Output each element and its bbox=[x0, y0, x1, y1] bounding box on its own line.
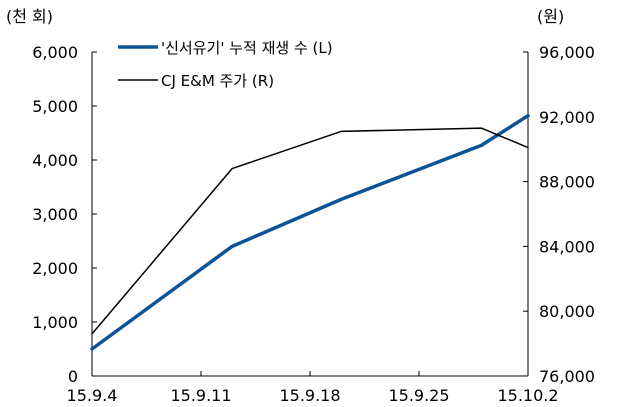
right-tick-label: 76,000 bbox=[539, 367, 595, 386]
left-tick-label: 5,000 bbox=[32, 97, 78, 116]
series-line-cumulative-views bbox=[90, 113, 530, 351]
right-axis-ticks: 76,000 80,000 84,000 88,000 92,000 96,000 bbox=[523, 43, 595, 386]
legend: '신서유기' 누적 재생 수 (L) CJ E&M 주가 (R) bbox=[118, 39, 333, 90]
left-tick-label: 3,000 bbox=[32, 205, 78, 224]
left-axis-unit: (천 회) bbox=[6, 7, 53, 26]
legend-label-price: CJ E&M 주가 (R) bbox=[161, 72, 274, 90]
left-tick-label: 1,000 bbox=[32, 313, 78, 332]
x-tick-label: 15.10.2 bbox=[497, 386, 558, 405]
left-tick-label: 6,000 bbox=[32, 43, 78, 62]
left-tick-label: 0 bbox=[68, 367, 78, 386]
series-layer bbox=[90, 113, 530, 351]
right-tick-label: 84,000 bbox=[539, 237, 595, 256]
right-tick-label: 96,000 bbox=[539, 43, 595, 62]
x-tick-label: 15.9.4 bbox=[67, 386, 118, 405]
x-axis-ticks: 15.9.4 15.9.11 15.9.18 15.9.25 15.10.2 bbox=[67, 371, 559, 405]
x-tick-label: 15.9.25 bbox=[388, 386, 449, 405]
x-tick-label: 15.9.11 bbox=[170, 386, 231, 405]
left-tick-label: 2,000 bbox=[32, 259, 78, 278]
x-tick-label: 15.9.18 bbox=[279, 386, 340, 405]
right-axis-unit: (원) bbox=[537, 7, 564, 26]
series-line-stock-price bbox=[91, 127, 529, 335]
right-tick-label: 88,000 bbox=[539, 173, 595, 192]
left-tick-label: 4,000 bbox=[32, 151, 78, 170]
right-tick-label: 80,000 bbox=[539, 302, 595, 321]
legend-label-views: '신서유기' 누적 재생 수 (L) bbox=[161, 39, 333, 57]
left-axis-ticks: 0 1,000 2,000 3,000 4,000 5,000 6,000 bbox=[32, 43, 97, 386]
right-tick-label: 92,000 bbox=[539, 108, 595, 127]
